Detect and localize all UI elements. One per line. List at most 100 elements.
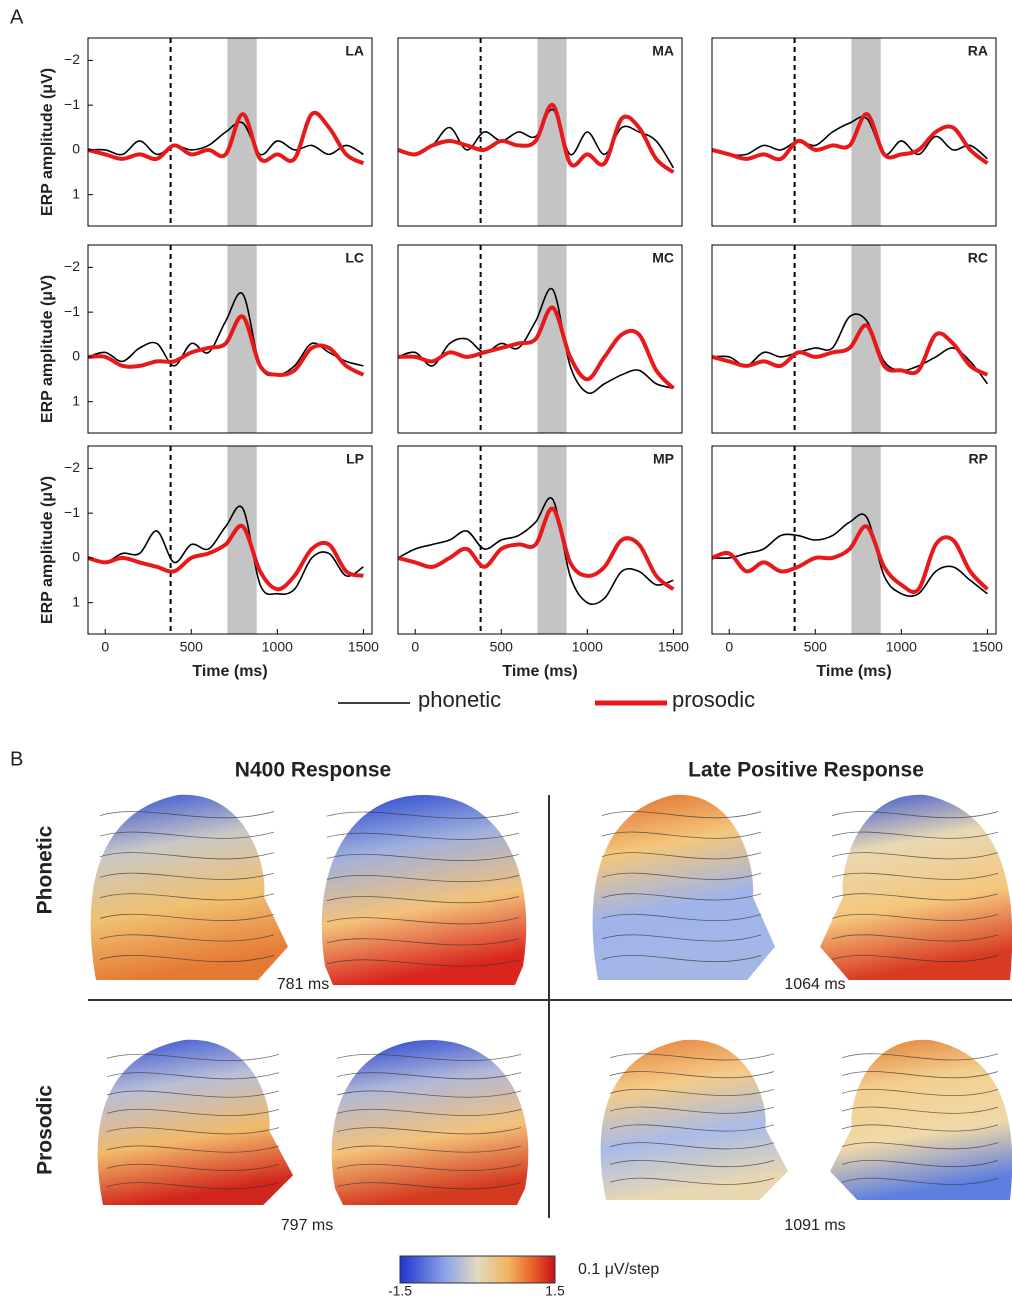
contour-line (601, 954, 762, 963)
head-map (90, 794, 288, 980)
series-line (398, 497, 674, 606)
contour-line (336, 1072, 522, 1080)
plot-area (398, 446, 675, 634)
contour-line (831, 893, 999, 901)
plot-frame (711, 445, 997, 635)
contour-line (106, 1108, 280, 1116)
y-tick-label: −2 (64, 459, 80, 475)
plot-area (712, 38, 989, 226)
y-tick-label: −1 (64, 303, 80, 319)
x-tick-label: 1500 (658, 639, 689, 655)
series-line (712, 524, 989, 594)
contour-line (601, 893, 762, 901)
head-map (820, 794, 1012, 980)
x-tick-label: 1000 (262, 639, 293, 655)
plot-frame (87, 244, 373, 434)
contour-line (831, 852, 999, 860)
plot-area (88, 446, 364, 634)
series-line (712, 112, 989, 165)
panel-label: B (10, 748, 23, 770)
contour-line (106, 1053, 280, 1061)
panel-title: LP (346, 451, 364, 467)
y-tick-label: 1 (72, 185, 80, 201)
contour-line (841, 1142, 999, 1150)
latency: 781 ms (277, 976, 329, 993)
x-axis-label: Time (ms) (502, 663, 577, 680)
contour-line (336, 1163, 522, 1171)
plot-area (88, 38, 365, 226)
contour-line (841, 1159, 999, 1168)
contour-line (609, 1088, 775, 1096)
contour-line (106, 1127, 280, 1135)
panel-title: LC (345, 250, 364, 266)
plot-frame (711, 37, 997, 227)
contour-line (609, 1053, 775, 1061)
series-line (398, 287, 674, 395)
plot-area (712, 245, 989, 433)
colorbar (399, 1255, 556, 1284)
plot-frame (397, 37, 683, 227)
series-line (398, 108, 675, 169)
colorbar-max: 1.5 (545, 1283, 565, 1299)
x-tick-label: 0 (411, 639, 419, 655)
contour-line (601, 852, 762, 860)
panel-title: RA (968, 43, 988, 59)
contour-line (831, 913, 999, 921)
shaded-window (227, 446, 257, 634)
contour-line (326, 896, 520, 904)
colorbar-unit: 0.1 μV/step (578, 1261, 659, 1278)
contour-line (106, 1182, 280, 1190)
y-tick-label: 0 (72, 549, 80, 565)
panel-title: MP (653, 451, 674, 467)
series-line (88, 110, 365, 166)
y-tick-label: −2 (64, 51, 80, 67)
panel-label: A (10, 6, 24, 28)
contour-line (601, 934, 762, 942)
head-map (331, 1040, 529, 1205)
contour-line (841, 1177, 999, 1185)
contour-line (609, 1106, 775, 1114)
contour-line (831, 954, 999, 963)
panel-title: RP (969, 451, 988, 467)
x-tick-label: 0 (725, 639, 733, 655)
series-line (712, 115, 988, 160)
legend-label: prosodic (672, 687, 755, 712)
plot-frame (397, 244, 683, 434)
plot-area (398, 245, 675, 433)
contour-line (841, 1124, 999, 1132)
contour-line (841, 1106, 999, 1114)
head-map (600, 1039, 788, 1200)
contour-line (831, 811, 999, 819)
x-tick-label: 1000 (572, 639, 603, 655)
y-axis-label: ERP amplitude (μV) (39, 476, 56, 624)
x-tick-label: 1500 (972, 639, 1003, 655)
contour-line (326, 938, 520, 946)
column-title: Late Positive Response (688, 759, 924, 782)
y-tick-label: −1 (64, 504, 80, 520)
plot-area (712, 446, 989, 634)
x-tick-label: 500 (804, 639, 828, 655)
x-axis-label: Time (ms) (192, 663, 267, 680)
contour-line (609, 1177, 775, 1185)
series-line (88, 314, 365, 378)
plot-frame (711, 244, 997, 434)
latency: 1091 ms (784, 1217, 845, 1234)
plot-frame (87, 37, 373, 227)
contour-line (609, 1159, 775, 1168)
contour-line (601, 913, 762, 921)
y-tick-label: 1 (72, 593, 80, 609)
panel-title: RC (968, 250, 988, 266)
panel-title: MC (652, 250, 674, 266)
head-map (830, 1039, 1012, 1200)
shaded-window (537, 245, 567, 433)
contour-line (336, 1053, 522, 1061)
series-line (88, 505, 364, 596)
contour-line (609, 1142, 775, 1150)
contour-line (601, 811, 762, 819)
latency: 1064 ms (784, 976, 845, 993)
series-line (88, 121, 364, 156)
series-line (712, 513, 988, 598)
contour-line (99, 811, 275, 819)
plot-frame (87, 445, 373, 635)
